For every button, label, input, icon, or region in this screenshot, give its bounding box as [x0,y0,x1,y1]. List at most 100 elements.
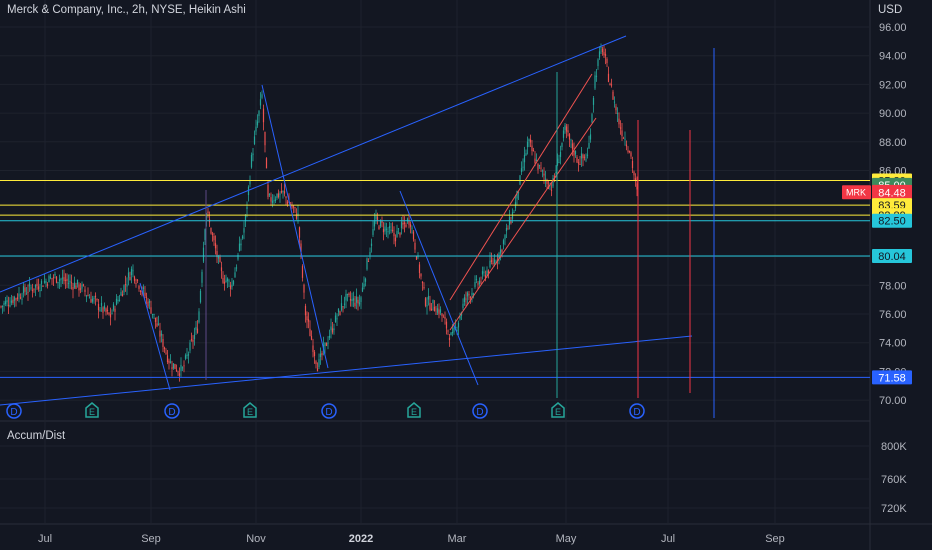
dividend-marker-text: D [10,407,17,418]
candle-body [586,154,589,156]
y-tick-label: 88.00 [879,137,907,149]
candle-body [66,278,68,281]
y-tick-label: 78.00 [879,280,907,292]
candle-body [538,165,541,167]
candle-body [298,227,301,238]
candle-body [466,292,469,297]
candle-body [580,153,583,159]
candle-body [339,311,341,316]
candle-body [474,281,476,287]
candle-body [426,305,428,307]
candle-body [39,290,41,292]
candle-body [157,323,160,325]
x-axis[interactable]: Jul Sep Nov 2022 Mar May Jul Sep [38,533,785,545]
candle-body [253,136,256,144]
candle-body [19,297,22,299]
candle-body [600,46,602,49]
candle-body [162,339,164,347]
candle-body [256,121,259,126]
candle-body [135,283,137,285]
candle-body [142,287,145,289]
candle-body [199,290,202,303]
candle-body [334,315,337,323]
candle-body [48,275,50,283]
candle-body [133,276,136,281]
candle-body [576,157,578,163]
candle-body [126,284,128,287]
candle-body [129,277,131,281]
candle-body [82,284,85,286]
candle-body [117,300,119,302]
candle-body [103,305,106,309]
candle-body [391,229,394,231]
candle-body [354,302,356,307]
candle-body [63,277,65,281]
candle-body [285,196,287,198]
candle-body [187,354,190,356]
candle-body [75,285,77,290]
candle-body [342,306,344,308]
candle-body [295,214,298,219]
candle-body [448,337,451,341]
candle-body [57,281,59,284]
candle-body [429,302,431,310]
ind-tick-label: 800K [881,441,907,453]
candle-body [441,313,443,317]
candle-body [520,168,523,172]
candle-body [604,53,607,57]
candle-body [414,242,416,250]
candle-body [483,271,485,273]
candle-body [571,143,574,150]
candle-body [568,134,571,140]
candle-body [321,352,323,356]
candle-body [273,200,275,202]
candle-body [499,249,502,254]
candle-body [564,125,566,130]
candle-body [412,231,415,240]
candle-body [43,281,46,283]
candle-body [132,270,134,272]
candle-body [259,99,262,106]
candle-body [442,316,445,318]
candle-body [609,83,611,86]
candle-body [487,270,490,274]
candle-body [148,300,151,303]
candle-body [255,126,257,132]
candle-body [240,243,242,246]
candle-body [123,285,125,293]
candle-body [361,287,364,292]
candle-body [46,284,49,286]
candle-body [25,293,28,295]
trend-line [0,35,627,293]
candle-body [555,171,557,174]
candle-body [306,316,308,321]
candle-body [546,180,548,184]
candle-body [432,299,434,304]
candle-body [120,292,122,296]
candle-body [388,226,391,229]
trend-line [261,84,329,369]
candle-body [283,191,286,194]
earnings-marker-text: E [247,407,253,417]
candle-body [88,297,91,299]
dividend-marker-text: D [325,407,332,418]
earnings-marker-text: E [555,407,561,417]
candle-body [607,73,610,82]
candle-body [234,272,236,278]
candle-body [421,281,424,284]
candle-body [24,287,26,292]
candle-body [64,280,67,282]
dividend-marker [321,403,337,419]
candle-body [336,318,338,320]
candle-body [541,170,544,172]
candle-body [220,267,223,271]
candle-body [534,158,536,163]
candle-body [102,307,104,313]
candle-body [630,152,632,157]
x-tick-label: Mar [448,533,467,545]
candle-body [229,285,232,289]
candle-body [577,162,580,164]
candle-body [343,303,346,305]
candle-body [52,277,55,279]
